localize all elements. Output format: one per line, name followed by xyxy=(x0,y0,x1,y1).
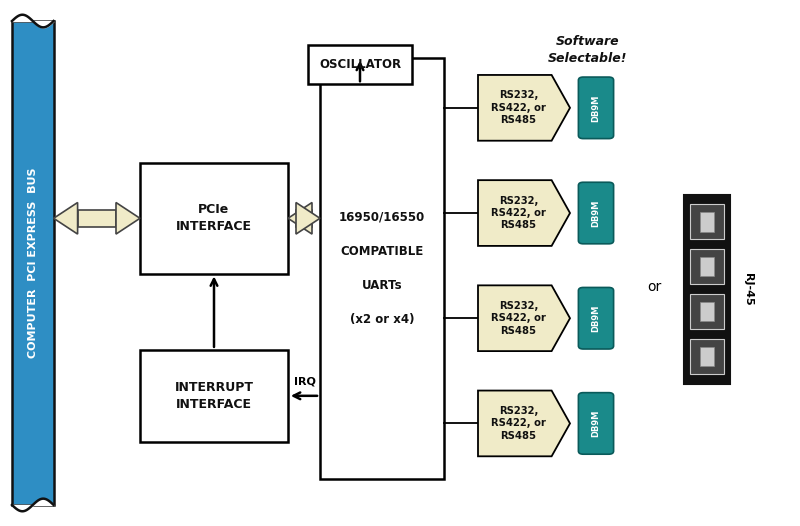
Text: DB9M: DB9M xyxy=(591,94,601,122)
Bar xyxy=(12,21,54,505)
Bar xyxy=(700,347,714,366)
Text: RS232,
RS422, or
RS485: RS232, RS422, or RS485 xyxy=(491,90,546,125)
Bar xyxy=(690,339,724,374)
Bar xyxy=(684,195,730,384)
Text: Software
Selectable!: Software Selectable! xyxy=(548,35,628,65)
Polygon shape xyxy=(478,75,570,140)
Bar xyxy=(308,45,412,84)
Text: RS232,
RS422, or
RS485: RS232, RS422, or RS485 xyxy=(491,301,546,336)
Text: RS232,
RS422, or
RS485: RS232, RS422, or RS485 xyxy=(491,406,546,441)
Polygon shape xyxy=(478,180,570,246)
Text: OSCILLATOR: OSCILLATOR xyxy=(319,58,401,71)
Bar xyxy=(140,350,288,442)
FancyBboxPatch shape xyxy=(578,392,614,454)
Polygon shape xyxy=(54,203,78,234)
FancyBboxPatch shape xyxy=(578,77,614,138)
Bar xyxy=(700,302,714,321)
Text: or: or xyxy=(647,280,662,294)
Bar xyxy=(690,205,724,239)
Text: DB9M: DB9M xyxy=(591,410,601,437)
Polygon shape xyxy=(116,203,140,234)
Bar xyxy=(296,210,312,227)
Text: IRQ: IRQ xyxy=(294,376,316,386)
Polygon shape xyxy=(478,390,570,456)
Bar xyxy=(690,294,724,329)
Text: DB9M: DB9M xyxy=(591,199,601,227)
Bar xyxy=(700,213,714,231)
Text: PCIe
INTERFACE: PCIe INTERFACE xyxy=(176,203,252,234)
Bar xyxy=(690,249,724,285)
FancyBboxPatch shape xyxy=(578,183,614,244)
Text: RS232,
RS422, or
RS485: RS232, RS422, or RS485 xyxy=(491,196,546,230)
Bar xyxy=(78,210,116,227)
Text: 16950/16550

COMPATIBLE

UARTs

(x2 or x4): 16950/16550 COMPATIBLE UARTs (x2 or x4) xyxy=(339,211,425,326)
Text: COMPUTER  PCI EXPRESS  BUS: COMPUTER PCI EXPRESS BUS xyxy=(28,168,38,358)
Bar xyxy=(320,58,444,479)
Bar xyxy=(700,257,714,277)
Polygon shape xyxy=(288,203,312,234)
Text: INTERRUPT
INTERFACE: INTERRUPT INTERFACE xyxy=(174,381,254,411)
FancyBboxPatch shape xyxy=(578,287,614,349)
Polygon shape xyxy=(296,203,320,234)
Polygon shape xyxy=(478,285,570,351)
Bar xyxy=(140,163,288,274)
Text: DB9M: DB9M xyxy=(591,305,601,332)
Text: RJ-45: RJ-45 xyxy=(743,273,753,306)
